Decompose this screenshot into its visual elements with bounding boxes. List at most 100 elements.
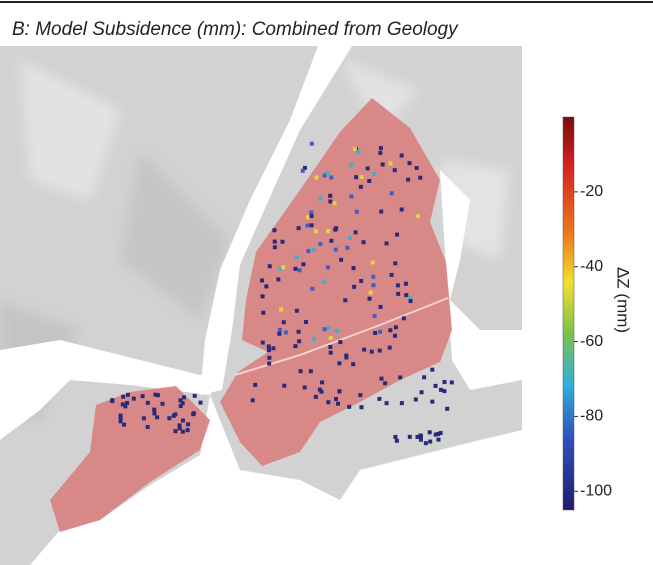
point (306, 249, 311, 254)
point (433, 383, 438, 388)
point (260, 278, 265, 283)
point (293, 266, 298, 271)
point (160, 401, 165, 406)
point (384, 401, 389, 406)
point (191, 412, 196, 417)
point (267, 355, 272, 360)
point (272, 228, 277, 233)
colorbar-ticks: -20 -40 -60 -80 -100 (574, 183, 612, 500)
point (118, 415, 123, 420)
point (413, 397, 418, 402)
point (280, 239, 285, 244)
point (311, 247, 316, 252)
point (314, 175, 319, 180)
point (406, 177, 411, 182)
point (393, 435, 398, 440)
point (367, 178, 372, 183)
point (404, 293, 409, 298)
point (309, 210, 314, 215)
point (403, 281, 408, 286)
point (267, 361, 272, 366)
point (333, 247, 338, 252)
point (125, 401, 130, 406)
point (253, 382, 258, 387)
point (301, 262, 306, 267)
point (167, 416, 172, 421)
point (302, 165, 307, 170)
point (120, 402, 125, 407)
point (377, 348, 382, 353)
point (155, 393, 160, 398)
point (380, 162, 385, 167)
point (177, 426, 182, 431)
point (351, 266, 356, 271)
point (297, 339, 302, 344)
point (118, 419, 123, 424)
point (389, 191, 394, 196)
point (393, 333, 398, 338)
point (384, 241, 389, 246)
point (278, 327, 283, 332)
point (123, 404, 128, 409)
point (145, 424, 150, 429)
point (140, 394, 145, 399)
point (281, 265, 286, 270)
river (200, 46, 352, 395)
water (30, 395, 522, 565)
point (372, 313, 377, 318)
point (320, 380, 325, 385)
point (352, 147, 357, 152)
point (332, 201, 337, 206)
point (250, 398, 255, 403)
point (328, 193, 333, 198)
point (356, 150, 361, 155)
point (418, 437, 423, 442)
point (371, 274, 376, 279)
point (305, 223, 310, 228)
point (125, 392, 130, 397)
point (379, 376, 384, 381)
point (260, 340, 265, 345)
point (317, 387, 322, 392)
point (328, 344, 333, 349)
point (392, 168, 397, 173)
point (329, 238, 334, 243)
point (306, 215, 311, 220)
point (122, 422, 127, 427)
point (416, 214, 421, 219)
point (177, 423, 182, 428)
point (141, 416, 146, 421)
point (186, 422, 191, 427)
point (449, 380, 454, 385)
point (334, 396, 339, 401)
point (173, 429, 178, 434)
point (279, 307, 284, 312)
point (326, 400, 331, 405)
sound (440, 170, 522, 390)
point (294, 308, 299, 313)
point (408, 296, 413, 301)
point (345, 245, 350, 250)
colorbar (562, 116, 575, 511)
point (396, 291, 401, 296)
point (361, 240, 366, 245)
point (347, 235, 352, 240)
point (367, 296, 372, 301)
point (338, 340, 343, 345)
point (351, 362, 356, 367)
point (180, 401, 185, 406)
point (261, 310, 266, 315)
point (145, 400, 150, 405)
point (152, 411, 157, 416)
point (388, 328, 393, 333)
point (414, 165, 419, 170)
point (318, 242, 323, 247)
point (359, 175, 364, 180)
point (378, 150, 383, 155)
point (344, 355, 349, 360)
point (436, 437, 441, 442)
point (436, 432, 441, 437)
point (359, 278, 364, 283)
point (328, 350, 333, 355)
